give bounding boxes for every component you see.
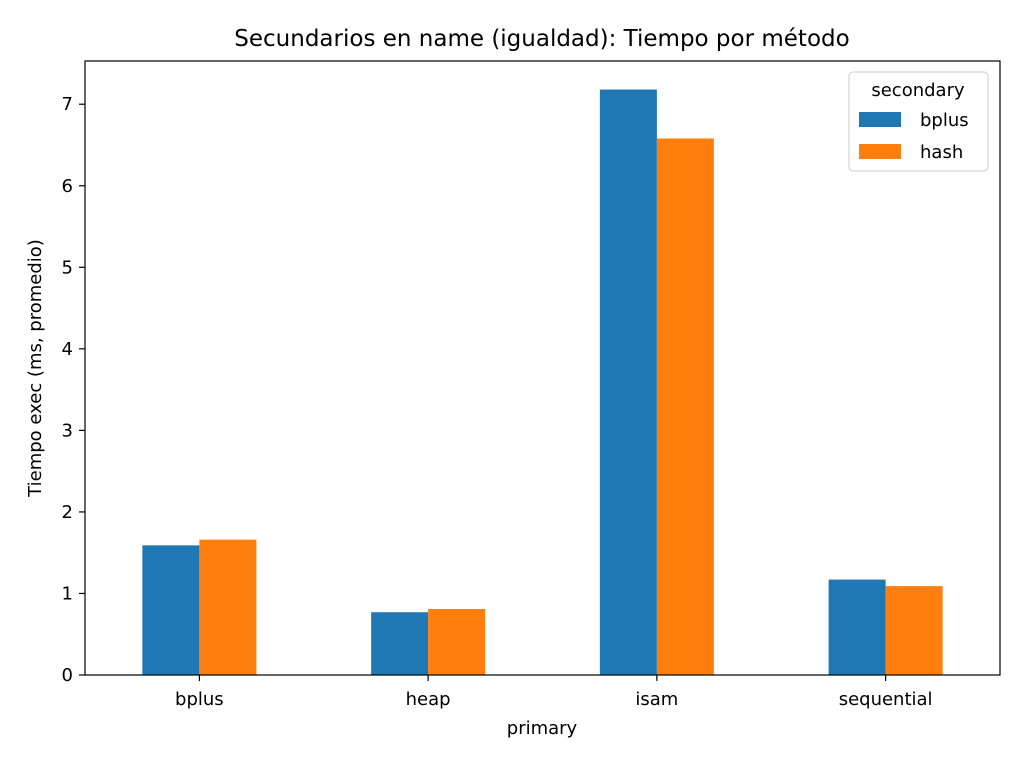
plot-area: 0 1 2 3 4 5 6 7 bplus heap isam sequential [62, 60, 1001, 710]
legend-swatch-hash [859, 144, 901, 159]
x-axis-label: primary [507, 718, 578, 739]
legend-swatch-bplus [859, 112, 901, 127]
legend: secondary bplus hash [848, 71, 989, 172]
y-tick-label-0: 0 [62, 665, 73, 686]
bar-heap-bplus [371, 612, 429, 675]
bar-sequential-hash [885, 586, 943, 675]
x-tick-label-bplus: bplus [175, 689, 224, 710]
x-tick-label-sequential: sequential [839, 689, 933, 710]
x-tick-label-heap: heap [406, 689, 451, 710]
y-axis-label: Tiempo exec (ms, promedio) [25, 239, 46, 498]
y-tick-label-7: 7 [62, 94, 73, 115]
x-tick-label-isam: isam [635, 689, 678, 710]
y-tick-label-5: 5 [62, 257, 73, 278]
legend-label-hash: hash [920, 142, 963, 163]
bar-isam-hash [656, 138, 714, 675]
y-tick-label-4: 4 [62, 339, 73, 360]
bar-bplus-hash [199, 539, 257, 675]
y-tick-label-3: 3 [62, 420, 73, 441]
bar-sequential-bplus [828, 579, 886, 675]
y-tick-label-2: 2 [62, 502, 73, 523]
bar-bplus-bplus [142, 545, 200, 675]
bar-isam-bplus [599, 89, 657, 675]
legend-label-bplus: bplus [920, 110, 969, 131]
y-tick-label-6: 6 [62, 176, 73, 197]
legend-title: secondary [871, 80, 965, 101]
chart-title: Secundarios en name (igualdad): Tiempo p… [234, 26, 849, 52]
bar-heap-hash [428, 608, 486, 675]
y-tick-label-1: 1 [62, 583, 73, 604]
axes-frame [84, 60, 1001, 676]
